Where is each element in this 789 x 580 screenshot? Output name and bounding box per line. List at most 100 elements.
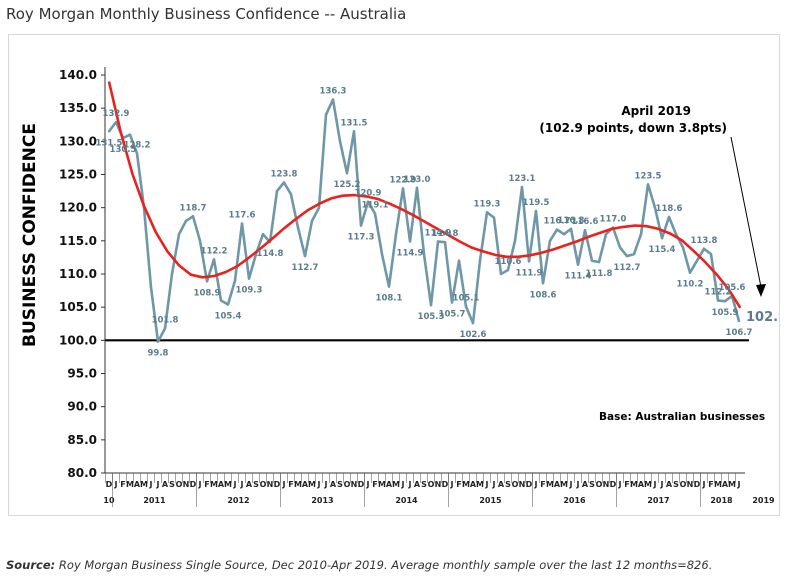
data-point: [163, 327, 167, 330]
data-point: [653, 206, 657, 209]
x-month-label: A: [246, 480, 253, 489]
chart-frame: 140.0 135.0 130.0 125.0 120.0 115.0 110.0 105.0…: [8, 34, 780, 516]
x-year-label: 2016: [563, 496, 586, 505]
x-month-label: A: [162, 480, 169, 489]
x-month-label: F: [456, 480, 461, 489]
data-point: [331, 98, 335, 101]
y-tick-label: 135.0: [59, 101, 97, 115]
x-month-label: J: [198, 480, 202, 489]
x-month-label: M: [210, 480, 218, 489]
x-year-label: 10: [103, 496, 115, 505]
data-point: [303, 254, 307, 258]
data-point: [723, 299, 727, 303]
data-point: [464, 305, 468, 308]
x-year-label: 2017: [647, 496, 669, 505]
x-month-label: F: [624, 480, 629, 489]
x-month-label: J: [737, 480, 741, 489]
x-month-label: M: [308, 480, 316, 489]
point-label: 114.8: [257, 249, 284, 259]
x-month-label: M: [476, 480, 484, 489]
data-point: [191, 215, 195, 218]
data-point: [373, 212, 377, 215]
x-month-label: M: [560, 480, 568, 489]
data-point: [590, 259, 594, 262]
point-label: 125.2: [334, 180, 361, 190]
data-point: [541, 282, 545, 285]
data-point: [695, 259, 699, 262]
x-month-label: J: [569, 480, 573, 489]
data-point: [632, 252, 636, 256]
x-month-label: A: [582, 480, 589, 489]
point-label: 122.9: [390, 175, 417, 185]
x-month-label: M: [294, 480, 302, 489]
data-point: [289, 193, 293, 196]
x-month-label: A: [498, 480, 505, 489]
point-label: 119.5: [523, 198, 550, 208]
data-point: [408, 240, 412, 243]
data-point: [366, 200, 370, 203]
x-month-label: J: [317, 480, 321, 489]
point-label: 99.8: [148, 349, 169, 359]
x-month-label: F: [120, 480, 125, 489]
data-point: [471, 321, 475, 325]
point-label: 101.8: [152, 315, 179, 325]
business-confidence-chart: 140.0 135.0 130.0 125.0 120.0 115.0 110.0 105.0…: [20, 67, 779, 507]
data-point: [114, 120, 118, 124]
data-point: [296, 226, 300, 229]
data-point: [128, 133, 132, 136]
data-point: [275, 189, 279, 193]
data-point: [184, 219, 188, 223]
data-point: [317, 206, 321, 209]
point-label: 119.3: [474, 199, 501, 209]
point-label: 109.3: [236, 286, 263, 296]
series-layer: [105, 81, 766, 344]
point-label: 117.3: [348, 233, 375, 243]
x-month-label: S: [253, 480, 259, 489]
x-month-label: J: [660, 480, 664, 489]
point-label: 105.6: [719, 283, 746, 293]
y-tick-label: 130.0: [59, 134, 97, 148]
data-point: [352, 130, 356, 133]
point-label: 110.2: [677, 280, 704, 290]
data-point: [506, 268, 510, 272]
x-month-label: J: [408, 480, 412, 489]
point-label: 112.7: [614, 263, 641, 273]
point-label: 115.4: [649, 245, 676, 255]
point-label: 123.0: [404, 175, 431, 185]
source-label: Source:: [6, 558, 56, 572]
data-point: [534, 209, 538, 213]
data-point: [716, 299, 720, 302]
x-month-label: A: [302, 480, 309, 489]
point-label: 120.9: [355, 189, 382, 199]
x-month-label: F: [288, 480, 293, 489]
x-month-label: J: [233, 480, 237, 489]
data-point: [240, 222, 244, 225]
data-point: [380, 252, 384, 256]
x-month-label: O: [596, 480, 603, 489]
point-label: 116.8: [558, 216, 585, 226]
data-point: [527, 260, 531, 263]
y-tick-label: 100.0: [59, 333, 97, 347]
data-point: [499, 272, 503, 276]
data-point: [310, 219, 314, 223]
point-label: 113.8: [691, 236, 718, 246]
x-month-label: O: [176, 480, 183, 489]
data-point: [219, 299, 223, 302]
x-month-label: A: [218, 480, 225, 489]
y-tick-label: 90.0: [67, 400, 97, 414]
point-label: 112.7: [292, 263, 319, 273]
data-point: [548, 239, 552, 243]
data-point: [492, 216, 496, 219]
y-tick-label: 80.0: [67, 466, 97, 480]
source-text: Roy Morgan Business Single Source, Dec 2…: [55, 558, 713, 572]
data-point: [660, 236, 664, 240]
callout-title: April 2019: [621, 104, 691, 118]
data-point: [177, 233, 181, 236]
data-point: [422, 252, 426, 256]
x-month-label: S: [673, 480, 679, 489]
data-point: [170, 272, 174, 276]
y-tick-label: 125.0: [59, 168, 97, 182]
x-month-label: N: [519, 480, 526, 489]
data-point: [247, 277, 251, 280]
